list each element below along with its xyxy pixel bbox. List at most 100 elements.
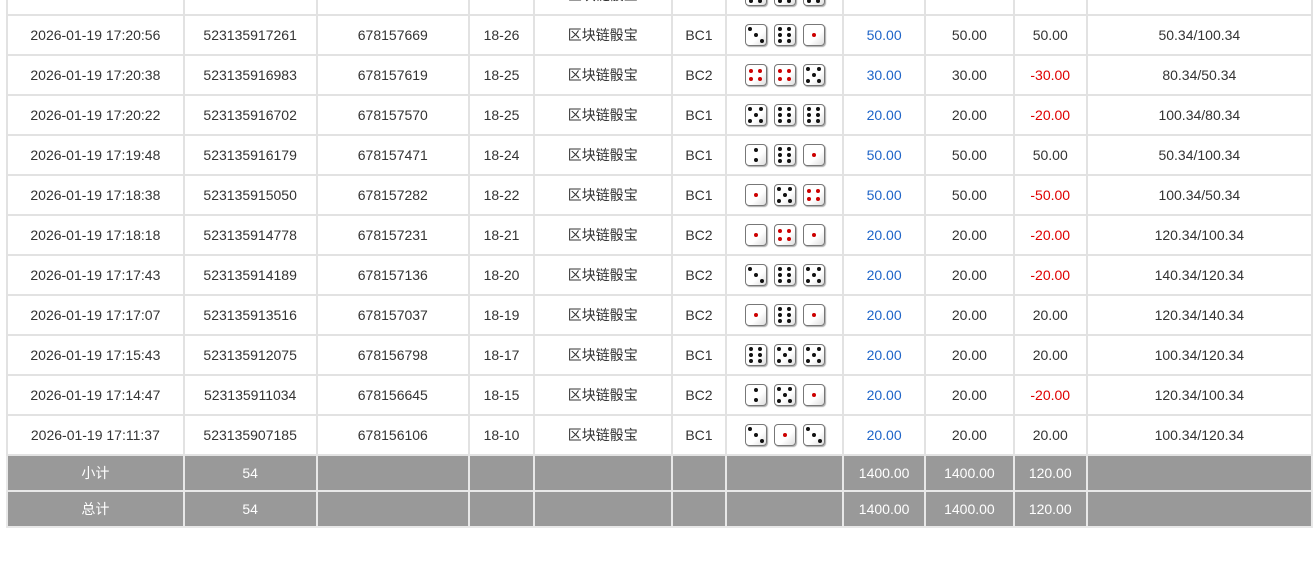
valid-amount: 20.00 [924, 414, 1015, 456]
period: 18-17 [468, 334, 535, 376]
valid-amount: 30.00 [924, 54, 1015, 96]
total-amount: 1400.00 [842, 490, 927, 528]
bet-amount: 20.00 [842, 334, 927, 376]
table-row[interactable]: 2026-01-19 17:18:38 523135915050 6781572… [6, 174, 1313, 216]
balance: 50.34/100.34 [1085, 14, 1313, 56]
order-number: 523135912075 [182, 334, 318, 376]
table-row[interactable]: 2026-01-19 17:11:37 523135907185 6781561… [6, 414, 1313, 456]
table-row: 区块链骰宝 [6, 0, 1313, 16]
period: 18-26 [468, 14, 535, 56]
bet-time: 2026-01-19 17:17:07 [6, 294, 185, 336]
profit: -20.00 [1012, 254, 1088, 296]
dice-cell [725, 214, 845, 256]
die-face-1-icon [802, 144, 825, 166]
table-row[interactable]: 2026-01-19 17:18:18 523135914778 6781572… [6, 214, 1313, 256]
period: 18-21 [468, 214, 535, 256]
dice-result [744, 184, 825, 206]
valid-amount: 50.00 [924, 174, 1015, 216]
dice-cell [725, 54, 845, 96]
balance: 100.34/120.34 [1085, 414, 1313, 456]
table-row[interactable]: 2026-01-19 17:20:38 523135916983 6781576… [6, 54, 1313, 96]
die-face-3-icon [802, 424, 825, 446]
total-label: 总计 [6, 490, 185, 528]
bet-time: 2026-01-19 17:20:38 [6, 54, 185, 96]
bet-type: BC1 [670, 134, 728, 176]
issue-number: 678157619 [315, 54, 471, 96]
game-cell: 区块链骰宝 [532, 0, 673, 16]
dice-cell [725, 294, 845, 336]
order-number: 523135916702 [182, 94, 318, 136]
dice-result [744, 0, 825, 6]
dice-result [744, 24, 825, 46]
balance: 100.34/80.34 [1085, 94, 1313, 136]
dice-result [744, 264, 825, 286]
bet-type: BC2 [670, 54, 728, 96]
table-row[interactable]: 2026-01-19 17:20:56 523135917261 6781576… [6, 14, 1313, 56]
subtotal-amount: 1400.00 [842, 454, 927, 492]
profit: 20.00 [1012, 334, 1088, 376]
dice-result [744, 304, 825, 326]
order-number: 523135911034 [182, 374, 318, 416]
die-face-6-icon [802, 0, 825, 6]
balance: 100.34/120.34 [1085, 334, 1313, 376]
bet-type: BC2 [670, 294, 728, 336]
die-face-2-icon [744, 384, 767, 406]
dice-cell [725, 174, 845, 216]
period: 18-25 [468, 54, 535, 96]
dice-result [744, 224, 825, 246]
profit: -30.00 [1012, 54, 1088, 96]
bet-type: BC1 [670, 94, 728, 136]
bet-time: 2026-01-19 17:15:43 [6, 334, 185, 376]
profit: 20.00 [1012, 414, 1088, 456]
bet-type: BC1 [670, 174, 728, 216]
table-row[interactable]: 2026-01-19 17:15:43 523135912075 6781567… [6, 334, 1313, 376]
valid-amount: 50.00 [924, 134, 1015, 176]
period: 18-24 [468, 134, 535, 176]
bet-type: BC1 [670, 334, 728, 376]
order-number: 523135915050 [182, 174, 318, 216]
die-face-1-icon [802, 224, 825, 246]
order-number: 523135914189 [182, 254, 318, 296]
die-face-5-icon [744, 104, 767, 126]
table-row[interactable]: 2026-01-19 17:17:43 523135914189 6781571… [6, 254, 1313, 296]
dice-cell [725, 374, 845, 416]
game-name: 区块链骰宝 [532, 294, 673, 336]
bet-amount: 20.00 [842, 294, 927, 336]
table-row[interactable]: 2026-01-19 17:20:22 523135916702 6781575… [6, 94, 1313, 136]
balance: 120.34/140.34 [1085, 294, 1313, 336]
table-row[interactable]: 2026-01-19 17:19:48 523135916179 6781574… [6, 134, 1313, 176]
profit: -20.00 [1012, 94, 1088, 136]
issue-number: 678156106 [315, 414, 471, 456]
die-face-6-icon [744, 0, 767, 6]
valid-amount: 50.00 [924, 14, 1015, 56]
bet-amount: 20.00 [842, 254, 927, 296]
issue-number: 678157136 [315, 254, 471, 296]
die-face-6-icon [773, 24, 796, 46]
bet-type: BC1 [670, 414, 728, 456]
issue-number: 678156798 [315, 334, 471, 376]
dice-result [744, 144, 825, 166]
period: 18-22 [468, 174, 535, 216]
die-face-5-icon [802, 264, 825, 286]
bet-amount: 20.00 [842, 214, 927, 256]
valid-amount: 20.00 [924, 374, 1015, 416]
die-face-1-icon [744, 184, 767, 206]
period: 18-20 [468, 254, 535, 296]
game-name: 区块链骰宝 [532, 174, 673, 216]
bet-amount: 30.00 [842, 54, 927, 96]
die-face-6-icon [744, 344, 767, 366]
die-face-4-icon [802, 184, 825, 206]
bet-type: BC2 [670, 374, 728, 416]
bet-amount: 50.00 [842, 134, 927, 176]
order-number: 523135914778 [182, 214, 318, 256]
die-face-3-icon [744, 264, 767, 286]
table-row[interactable]: 2026-01-19 17:14:47 523135911034 6781566… [6, 374, 1313, 416]
bet-amount: 50.00 [842, 14, 927, 56]
dice-cell [725, 334, 845, 376]
bet-type: BC1 [670, 14, 728, 56]
table-row[interactable]: 2026-01-19 17:17:07 523135913516 6781570… [6, 294, 1313, 336]
game-name: 区块链骰宝 [532, 334, 673, 376]
period: 18-19 [468, 294, 535, 336]
issue-number: 678157037 [315, 294, 471, 336]
die-face-1-icon [744, 224, 767, 246]
